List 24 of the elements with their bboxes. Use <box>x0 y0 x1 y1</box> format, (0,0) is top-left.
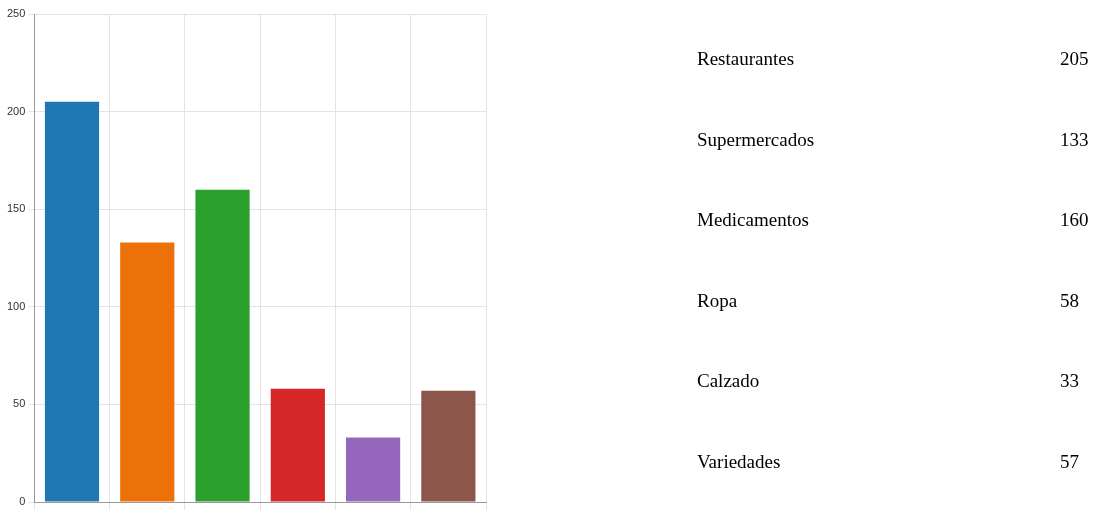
y-tick-label: 50 <box>13 397 26 410</box>
y-tick-label: 0 <box>19 495 26 508</box>
bar <box>345 437 401 502</box>
text: 160 <box>1060 209 1089 230</box>
bar <box>270 388 325 502</box>
y-tick-label: 200 <box>6 104 26 117</box>
y-tick-label: 150 <box>6 202 26 215</box>
text: 58 <box>1060 289 1079 311</box>
category-label: Medicamentos <box>697 209 809 231</box>
category-label: Calzado <box>697 370 760 392</box>
bar <box>120 242 175 502</box>
category-label: Restaurantes <box>697 48 795 70</box>
bar <box>44 101 100 502</box>
y-tick-label: 100 <box>6 299 26 312</box>
text: 205 <box>1060 48 1089 69</box>
text: 57 <box>1060 450 1079 472</box>
category-label: Variedades <box>697 450 781 473</box>
category-label: Ropa <box>697 289 738 312</box>
text: 33 <box>1060 370 1079 391</box>
category-label: Supermercados <box>697 128 815 151</box>
bar <box>195 189 250 502</box>
bar <box>421 390 476 502</box>
text: 133 <box>1060 128 1089 150</box>
y-tick-label: 250 <box>6 7 26 20</box>
